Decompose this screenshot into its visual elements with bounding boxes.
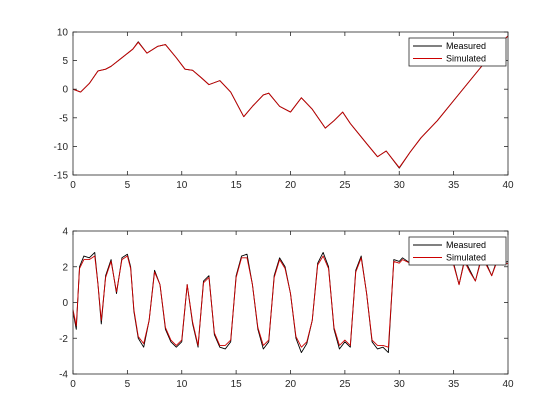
legend: Measured Simulated [408,37,507,67]
x-tick-label: 15 [231,379,243,390]
x-tick-label: 20 [285,180,297,191]
chart-1: 0 5 10 15 20 25 30 35 40 -15 -10 -5 0 5 10 Measured Simu… [54,28,514,192]
x-tick-label: 5 [125,180,131,191]
legend-box [408,236,507,266]
y-tick-label: 2 [62,262,68,273]
y-tick-label: -2 [59,334,68,345]
series-line-simulated [72,35,509,169]
x-tick-label: 30 [394,379,406,390]
x-tick-label: 0 [70,180,76,191]
y-tick-label: 0 [62,298,68,309]
x-tick-label: 25 [339,379,351,390]
legend-label-measured: Measured [446,240,486,250]
x-tick-label: 35 [448,180,460,191]
y-tick-label: 4 [62,227,68,238]
x-tick-label: 0 [70,379,76,390]
x-tick-label: 25 [339,180,351,191]
x-tick-label: 20 [285,379,297,390]
x-tick-label: 10 [176,379,188,390]
x-tick-label: 40 [502,379,514,390]
x-tick-label: 30 [394,180,406,191]
y-tick-label: 0 [62,85,68,96]
y-tick-label: 10 [57,28,69,39]
legend-label-measured: Measured [446,41,486,51]
chart-2: 0 5 10 15 20 25 30 35 40 -4 -2 0 2 4 Measured Simulated [59,227,514,391]
y-tick-label: -4 [59,370,68,381]
y-tick-label: -5 [59,113,68,124]
legend-label-simulated: Simulated [446,54,486,64]
legend-box [408,37,507,67]
x-tick-label: 40 [502,180,514,191]
legend-label-simulated: Simulated [446,253,486,263]
y-tick-label: -15 [54,171,69,182]
x-tick-label: 15 [231,180,243,191]
x-tick-label: 35 [448,379,460,390]
x-tick-label: 10 [176,180,188,191]
x-tick-label: 5 [125,379,131,390]
y-tick-label: -10 [54,142,69,153]
legend: Measured Simulated [408,236,507,266]
y-tick-label: 5 [62,56,68,67]
